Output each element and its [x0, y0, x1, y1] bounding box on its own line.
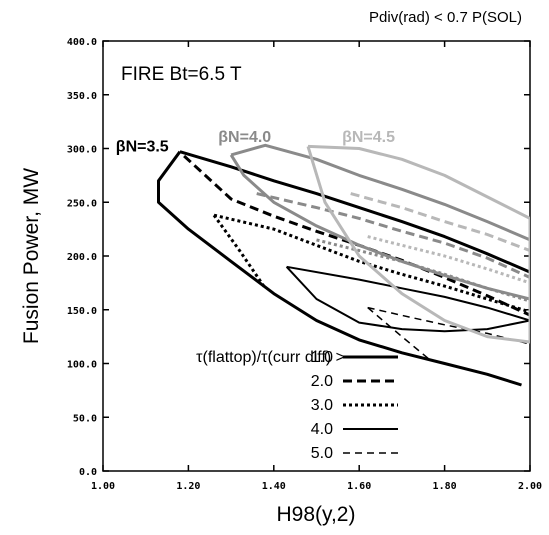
y-tick-label: 300.0 — [67, 145, 97, 156]
axis-ticks: 1.00 1.20 1.40 1.60 1.80 2.00 0.0 50.0 100.0 150.… — [67, 37, 542, 492]
legend-entry-label: 5.0 — [311, 445, 333, 462]
x-tick-label: 1.60 — [347, 481, 371, 492]
x-tick-label: 1.20 — [176, 481, 200, 492]
x-axis-title: H98(y,2) — [277, 503, 356, 526]
y-tick-label: 200.0 — [67, 252, 97, 263]
x-tick-label: 1.80 — [433, 481, 457, 492]
y-tick-label: 150.0 — [67, 306, 97, 317]
y-tick-label: 0.0 — [79, 467, 97, 478]
series-line — [179, 150, 530, 274]
x-tick-label: 2.00 — [518, 481, 542, 492]
legend: τ(flattop)/τ(curr diff) >1.0 2.0 3.0 4.0 5.0 — [196, 349, 398, 462]
series-line — [306, 144, 530, 344]
legend-title: τ(flattop)/τ(curr diff) > — [196, 349, 345, 366]
series-line — [316, 238, 530, 303]
chart-title: FIRE Bt=6.5 T — [121, 64, 242, 85]
top-note: Pdiv(rad) < 0.7 P(SOL) — [369, 9, 522, 26]
y-axis-title: Fusion Power, MW — [20, 168, 43, 344]
legend-entry-label: 3.0 — [311, 397, 333, 414]
y-tick-label: 50.0 — [73, 413, 97, 424]
x-tick-label: 1.40 — [262, 481, 286, 492]
y-tick-label: 100.0 — [67, 360, 97, 371]
beta-n-label: βN=4.0 — [218, 129, 271, 146]
legend-entry-label: 4.0 — [311, 421, 333, 438]
series-line — [229, 143, 530, 301]
series-line — [256, 192, 530, 279]
series-line — [350, 192, 530, 253]
series-line — [157, 150, 522, 387]
series-layer — [157, 143, 530, 387]
group-labels: βN=3.5 βN=4.0 βN=4.5 — [116, 129, 395, 156]
beta-n-label: βN=3.5 — [116, 139, 169, 156]
x-tick-label: 1.00 — [91, 481, 115, 492]
y-tick-label: 250.0 — [67, 198, 97, 209]
series-line — [367, 307, 433, 362]
series-line — [212, 214, 267, 290]
series-line — [213, 213, 530, 314]
legend-entry-label: 1.0 — [311, 349, 333, 366]
y-tick-label: 350.0 — [67, 91, 97, 102]
series-line — [183, 154, 530, 317]
legend-entry-label: 2.0 — [311, 373, 333, 390]
y-tick-label: 400.0 — [67, 37, 97, 48]
series-line — [367, 235, 530, 285]
beta-n-label: βN=4.5 — [342, 129, 395, 146]
